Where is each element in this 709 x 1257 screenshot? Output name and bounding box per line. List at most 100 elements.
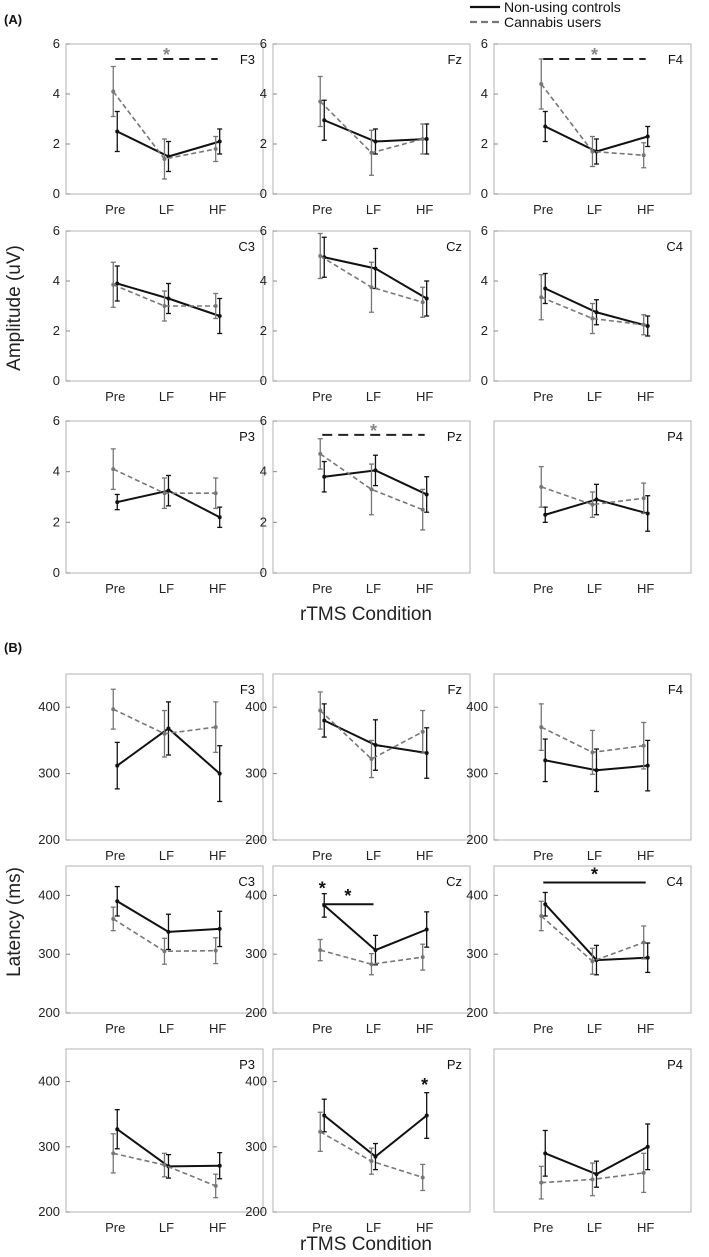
series-controls xyxy=(114,474,223,529)
series-controls xyxy=(542,272,651,337)
x-tick-label: Pre xyxy=(312,1220,332,1235)
data-point xyxy=(590,316,595,321)
data-point xyxy=(539,1180,544,1185)
panel-title: C3 xyxy=(238,874,255,889)
y-tick-label: 4 xyxy=(260,273,267,288)
data-point xyxy=(369,285,374,290)
series-line xyxy=(112,284,216,307)
x-tick-label: Pre xyxy=(533,848,553,863)
data-point xyxy=(162,157,167,161)
x-tick-label: Pre xyxy=(533,581,553,596)
y-tick-label: 6 xyxy=(481,223,488,238)
data-point xyxy=(543,902,548,907)
y-tick-label: 400 xyxy=(245,699,267,714)
data-point xyxy=(369,487,374,492)
legend-label-cannabis: Cannabis users xyxy=(504,14,601,30)
data-point xyxy=(322,118,327,123)
y-tick-label: 0 xyxy=(260,565,267,580)
section-a-ylabel: Amplitude (uV) xyxy=(4,245,25,371)
data-point xyxy=(166,296,171,301)
y-tick-label: 2 xyxy=(260,136,267,151)
y-tick-label: 2 xyxy=(260,323,267,338)
series-controls xyxy=(542,110,651,165)
data-point xyxy=(424,296,429,301)
y-tick-label: 2 xyxy=(260,514,267,529)
panel-title: F4 xyxy=(668,52,683,67)
data-point xyxy=(115,281,120,286)
series-controls xyxy=(542,891,651,976)
y-tick-label: 6 xyxy=(260,223,267,238)
y-tick-label: 400 xyxy=(245,1074,267,1089)
panel-a-c3: 0 2 4 6 Pre LF HF C3 xyxy=(53,223,264,404)
data-point xyxy=(539,82,544,86)
x-tick-label: HF xyxy=(637,581,654,596)
panel-title: Pz xyxy=(447,429,462,444)
y-tick-label: 0 xyxy=(53,186,60,201)
data-point xyxy=(166,488,171,493)
y-tick-label: 6 xyxy=(53,223,60,238)
data-point xyxy=(590,959,595,964)
y-tick-label: 200 xyxy=(466,832,488,847)
panel-title: C3 xyxy=(238,239,255,254)
x-tick-label: Pre xyxy=(105,389,125,404)
data-point xyxy=(594,497,599,502)
y-tick-label: 4 xyxy=(53,273,60,288)
data-point xyxy=(373,948,378,953)
y-tick-label: 400 xyxy=(245,887,267,902)
x-tick-label: HF xyxy=(209,389,226,404)
y-tick-label: 400 xyxy=(38,1074,60,1089)
x-tick-label: LF xyxy=(159,1220,174,1235)
series-cannabis xyxy=(538,58,647,169)
data-point xyxy=(645,511,650,516)
y-tick-label: 6 xyxy=(260,413,267,428)
x-tick-label: HF xyxy=(416,202,433,217)
data-point xyxy=(641,1170,646,1175)
series-cannabis xyxy=(538,465,647,518)
data-point xyxy=(424,137,429,141)
x-tick-label: Pre xyxy=(312,848,332,863)
panel-b-fz: 200 300 400 Pre LF HF Fz xyxy=(245,673,471,863)
panel-a-f3: 0 2 4 6 Pre LF HF F3 * xyxy=(53,36,264,217)
data-point xyxy=(539,913,544,918)
significance-star: * xyxy=(421,1075,428,1095)
y-tick-label: 0 xyxy=(260,373,267,388)
panel-a-fz: 0 2 4 6 Pre LF HF Fz xyxy=(260,36,471,217)
panel-b-cz: 200 300 400 Pre LF HF Cz * * xyxy=(245,865,471,1036)
data-point xyxy=(539,725,544,730)
panel-title: C4 xyxy=(666,239,683,254)
data-point xyxy=(111,916,116,921)
panel-frame xyxy=(493,1048,692,1213)
data-point xyxy=(424,751,429,756)
series-cannabis xyxy=(317,232,426,318)
series-cannabis xyxy=(538,900,647,975)
x-tick-label: HF xyxy=(637,1220,654,1235)
x-tick-label: HF xyxy=(209,581,226,596)
panel-b-c3: 200 300 400 Pre LF HF C3 xyxy=(38,865,264,1036)
data-point xyxy=(641,496,646,501)
data-point xyxy=(543,1151,548,1156)
data-point xyxy=(424,1113,429,1118)
data-point xyxy=(645,134,650,139)
data-point xyxy=(369,962,374,967)
section-b-xlabel: rTMS Condition xyxy=(300,1234,432,1255)
section-b-ylabel: Latency (ms) xyxy=(4,867,25,977)
series-cannabis xyxy=(538,703,647,775)
panel-frame xyxy=(272,1048,471,1213)
series-cannabis xyxy=(110,448,219,510)
y-tick-label: 200 xyxy=(38,832,60,847)
y-tick-label: 300 xyxy=(245,1139,267,1154)
y-tick-label: 4 xyxy=(481,86,488,101)
data-point xyxy=(543,758,548,763)
data-point xyxy=(213,491,218,496)
y-tick-label: 4 xyxy=(481,273,488,288)
data-point xyxy=(213,147,218,151)
panel-a-cz: 0 2 4 6 Pre LF HF Cz xyxy=(260,223,471,404)
x-tick-label: LF xyxy=(587,848,602,863)
data-point xyxy=(115,763,120,768)
significance-star: * xyxy=(319,878,326,898)
y-tick-label: 200 xyxy=(245,1204,267,1219)
data-point xyxy=(590,1177,595,1182)
panel-frame xyxy=(65,230,264,382)
panel-title: P3 xyxy=(239,429,255,444)
panel-frame xyxy=(493,865,692,1014)
